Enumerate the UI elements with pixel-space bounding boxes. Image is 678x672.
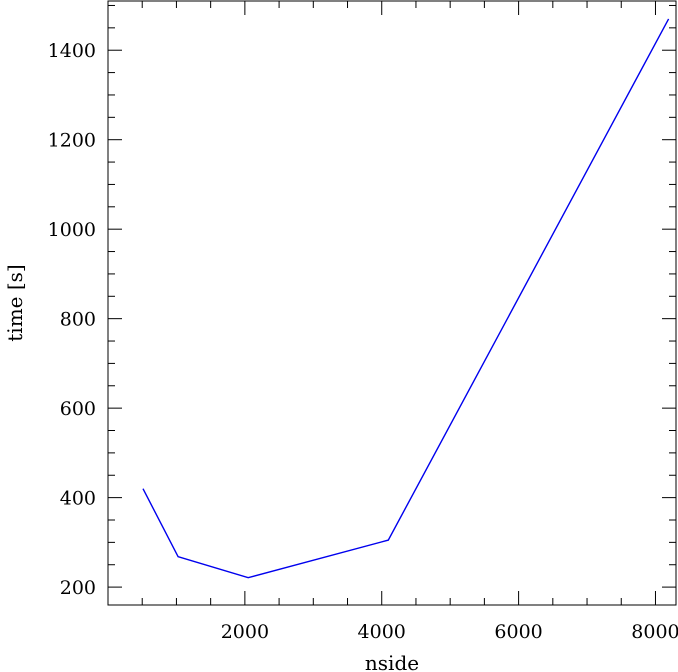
y-tick-label: 400 bbox=[60, 488, 96, 510]
x-tick-labels: 2000 4000 6000 8000 bbox=[221, 621, 678, 643]
y-tick-labels: 200 400 600 800 1000 1200 1400 bbox=[48, 40, 96, 599]
y-tick-label: 1400 bbox=[48, 40, 96, 62]
x-tick-label: 6000 bbox=[494, 621, 542, 643]
minor-ticks bbox=[107, 1, 676, 605]
plot-frame bbox=[107, 0, 677, 606]
x-axis-label: nside bbox=[365, 651, 419, 672]
x-tick-label: 4000 bbox=[358, 621, 406, 643]
series-group bbox=[142, 18, 670, 579]
y-tick-label: 1000 bbox=[48, 219, 96, 241]
series-line bbox=[142, 18, 670, 579]
y-tick-label: 600 bbox=[60, 398, 96, 420]
major-ticks bbox=[108, 1, 676, 605]
y-tick-label: 1200 bbox=[48, 130, 96, 152]
x-tick-label: 8000 bbox=[631, 621, 678, 643]
x-tick-label: 2000 bbox=[221, 621, 269, 643]
y-tick-label: 200 bbox=[60, 577, 96, 599]
y-tick-label: 800 bbox=[60, 309, 96, 331]
y-axis-label: time [s] bbox=[3, 264, 27, 341]
